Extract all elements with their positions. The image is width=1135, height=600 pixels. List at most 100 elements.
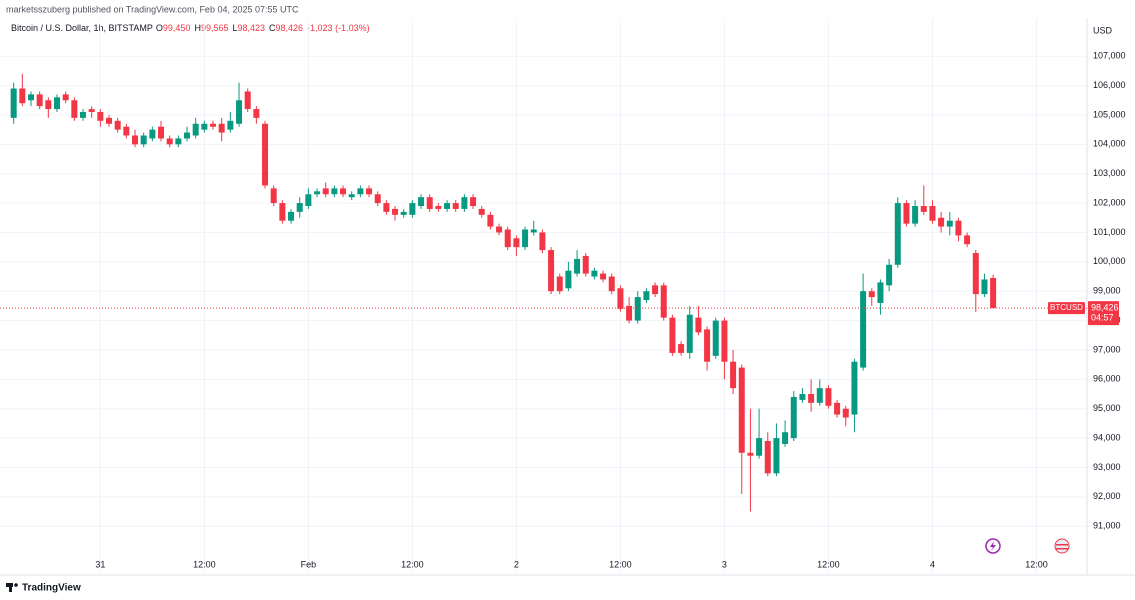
candle-body [565,270,572,289]
lightning-icon[interactable] [985,538,1001,554]
candle-body [461,197,468,209]
candle-body [738,367,745,453]
candle-body [756,438,763,456]
candle-body [322,188,329,195]
brand: TradingView [6,583,81,594]
y-tick-label: 103,000 [1093,168,1126,178]
legend-key: C [269,23,276,33]
candle-body [314,191,321,195]
x-tick-label: 31 [95,559,105,569]
y-tick-label: 100,000 [1093,256,1126,266]
candle-body [253,109,260,118]
candle-body [721,320,728,362]
candle-body [175,138,182,145]
y-tick-label: 104,000 [1093,139,1126,149]
candles [10,73,997,512]
flag-icon[interactable] [1054,538,1070,554]
candle-body [886,264,893,286]
x-tick-label: 12:00 [401,559,424,569]
price-tag-countdown: 04:57 [1091,312,1114,322]
candle-body [80,112,87,118]
candle-body [938,217,945,227]
y-tick-label: 94,000 [1093,432,1121,442]
candle-body [62,94,69,101]
candle-body [296,203,303,212]
candle-body [28,94,35,101]
candle-body [626,305,633,321]
candle-body [894,203,901,265]
candle-body [643,291,650,301]
candle-body [106,117,113,124]
candle-body [955,220,962,236]
candle-body [340,188,347,195]
brand-logo [9,583,12,592]
candle-body [695,317,702,333]
candle-body [669,317,676,353]
candle-body [730,361,737,389]
candle-body [903,203,910,224]
candle-body [140,135,147,145]
x-tick-label: 2 [514,559,519,569]
y-tick-label: 95,000 [1093,403,1121,413]
candle-body [236,100,243,124]
brand-name: TradingView [22,583,81,594]
candle-body [678,344,685,353]
y-tick-label: 102,000 [1093,197,1126,207]
candle-body [331,188,338,195]
x-tick-label: 12:00 [817,559,840,569]
x-tick-label: Feb [301,559,317,569]
symbol-tag-label: BTCUSD [1050,303,1083,312]
candle-body [704,329,711,362]
legend-key: H [194,23,201,33]
candle-body [816,388,823,403]
publisher: marketsszuberg published on TradingView.… [6,4,299,14]
candle-body [929,206,936,221]
candle-body [400,211,407,215]
candle-body [877,282,884,303]
candle-body [305,194,312,207]
candle-body [383,203,390,212]
candle-body [348,194,355,198]
candle-body [764,441,771,474]
candle-body [71,100,78,118]
symbol-title: Bitcoin / U.S. Dollar, 1h, BITSTAMP [11,23,153,33]
candle-body [825,388,832,406]
candle-body [470,197,477,207]
candle-body [851,361,858,415]
x-tick-label: 4 [930,559,935,569]
candle-body [513,238,520,248]
x-tick-label: 12:00 [609,559,632,569]
candle-body [964,235,971,245]
candle-body [686,314,693,353]
candle-body [912,206,919,224]
candle-body [435,206,442,209]
legend-value: 98,426 [276,23,304,33]
candle-body [487,214,494,227]
candle-body [972,253,979,295]
y-tick-label: 99,000 [1093,286,1121,296]
icons [985,538,1070,554]
candle-body [114,120,121,130]
candle-body [392,208,399,215]
candle-body [660,285,667,318]
candle-body [166,138,173,145]
y-tick-label: 93,000 [1093,462,1121,472]
candle-body [184,132,191,139]
candle-body [582,255,589,274]
candle-body [808,394,815,403]
candle-body [608,276,615,292]
candle-body [860,291,867,368]
legend-value: 99,565 [201,23,229,33]
candle-body [54,97,61,110]
candle-body [123,126,130,136]
y-tick-label: 101,000 [1093,227,1126,237]
candle-body [591,270,598,277]
candle-body [478,208,485,215]
candle-body [132,135,139,145]
candle-body [981,279,988,295]
candle-body [366,188,373,195]
flag-icon [1056,544,1068,546]
ohlc-legend: Bitcoin / U.S. Dollar, 1h, BITSTAMP O99,4… [11,23,370,33]
